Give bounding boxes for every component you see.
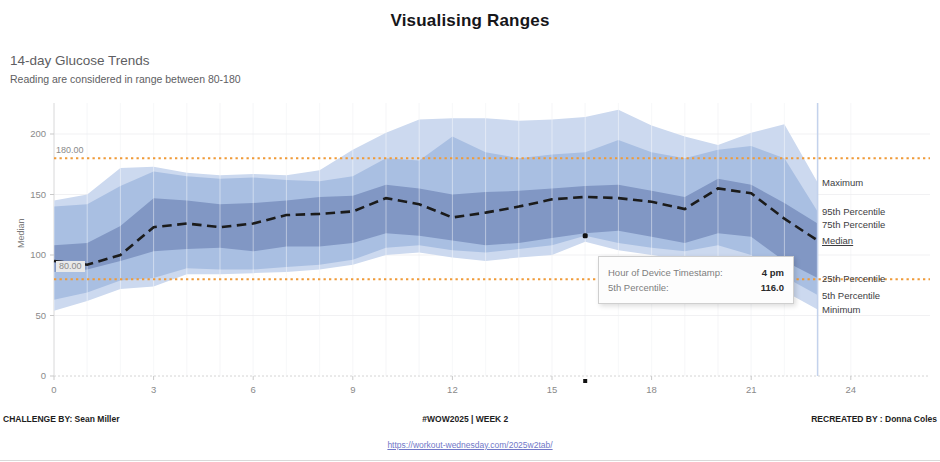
workout-wednesday-link[interactable]: https://workout-wednesday.com/2025w2tab/ <box>387 440 552 450</box>
challenge-by-text: CHALLENGE BY: Sean Miller <box>3 414 120 424</box>
x-tick-label: 18 <box>646 384 657 395</box>
x-tick-label: 9 <box>350 384 355 395</box>
y-tick-label: 200 <box>30 128 46 139</box>
tooltip-row: Hour of Device Timestamp: 4 pm <box>608 265 784 280</box>
x-tick-label: 12 <box>447 384 458 395</box>
tooltip-label: Hour of Device Timestamp: <box>608 265 723 280</box>
x-tick-label: 6 <box>251 384 256 395</box>
glucose-trends-chart[interactable]: Median 0 3 6 9 12 15 18 21 24 0 50 100 150 200 180.00… <box>0 95 940 410</box>
x-tick-label: 3 <box>151 384 156 395</box>
tooltip-value: 116.0 <box>669 280 784 295</box>
y-tick-label: 150 <box>30 189 46 200</box>
tooltip: Hour of Device Timestamp: 4 pm 5th Perce… <box>598 256 794 304</box>
bottom-divider <box>0 460 940 461</box>
series-label-75th-percentile: 75th Percentile <box>822 219 885 230</box>
y-tick-label: 100 <box>30 249 46 260</box>
selected-point-marker[interactable] <box>583 233 588 238</box>
reference-line-label-180: 180.00 <box>56 145 84 156</box>
x-tick-label: 0 <box>51 384 56 395</box>
tooltip-value: 4 pm <box>723 265 784 280</box>
series-label-maximum: Maximum <box>822 177 863 188</box>
chart-title: 14-day Glucose Trends <box>10 53 150 68</box>
series-label-5th-percentile: 5th Percentile <box>822 290 880 301</box>
series-label-minimum: Minimum <box>822 304 861 315</box>
series-label-median: Median <box>822 235 853 246</box>
x-tick-label: 24 <box>846 384 857 395</box>
footer-link-row: https://workout-wednesday.com/2025w2tab/ <box>0 440 940 450</box>
x-tick-label: 15 <box>547 384 558 395</box>
tooltip-row: 5th Percentile: 116.0 <box>608 280 784 295</box>
chart-subtitle: Reading are considered in range between … <box>10 73 241 85</box>
footer: CHALLENGE BY: Sean Miller #WOW2025 | WEE… <box>0 414 940 424</box>
y-tick-label: 0 <box>41 370 46 381</box>
y-tick-label: 50 <box>35 310 46 321</box>
series-label-25th-percentile: 25th Percentile <box>822 273 885 284</box>
x-tick-label: 21 <box>746 384 757 395</box>
chart-canvas[interactable]: 0 3 6 9 12 15 18 21 24 0 50 100 150 200 <box>0 95 940 410</box>
tooltip-label: 5th Percentile: <box>608 280 669 295</box>
reference-line-label-80: 80.00 <box>56 261 85 272</box>
selected-hour-caret <box>583 379 587 383</box>
recreated-by-text: RECREATED BY : Donna Coles <box>811 414 937 424</box>
hashtag-week-text: #WOW2025 | WEEK 2 <box>422 414 508 424</box>
page-title: Visualising Ranges <box>0 11 940 31</box>
series-label-95th-percentile: 95th Percentile <box>822 206 885 217</box>
